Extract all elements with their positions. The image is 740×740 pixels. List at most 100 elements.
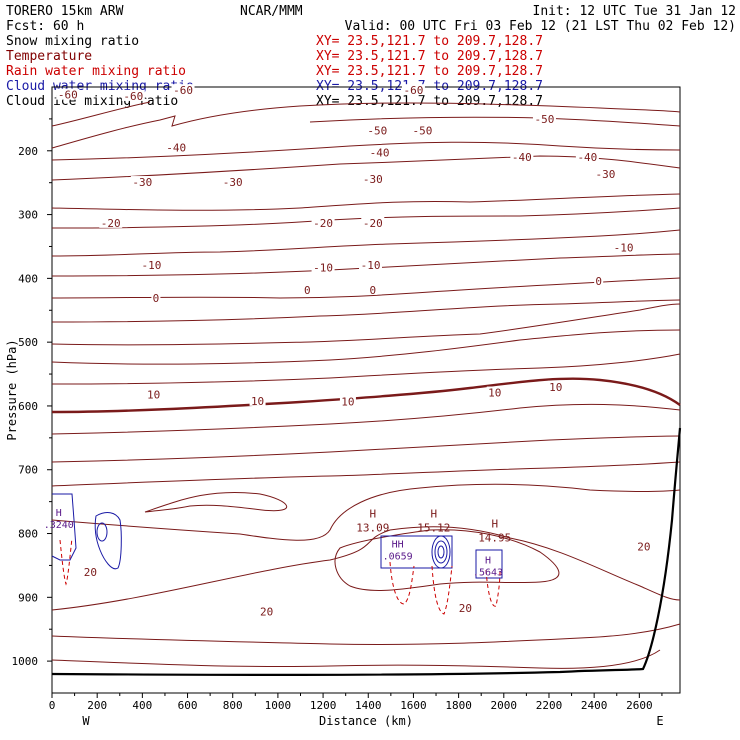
temperature-labels: -60 -60 -60 -60 -50 -50 -50 -40 -40 -40 -40 -30 -30 -…: [56, 84, 652, 618]
axes: 0 200 400 600 800 1000 1200 1400 1600 1800 2000 220…: [5, 118, 664, 728]
contour-label-bg: [410, 124, 434, 136]
contour-label-bg: [361, 172, 385, 184]
legend-field-xy: XY= 23.5,121.7 to 209.7,128.7: [316, 64, 543, 79]
y-tick-label: 200: [18, 145, 38, 158]
contour-label-bg: [612, 241, 636, 253]
high-value: 15.12: [417, 521, 450, 534]
contour-label: 0: [595, 275, 602, 288]
x-tick-label: 1200: [310, 699, 337, 712]
header: TORERO 15km ARW NCAR/MMM Init: 12 UTC Tu…: [6, 4, 736, 34]
x-tick-label: 1000: [265, 699, 292, 712]
contour-label-bg: [171, 84, 195, 96]
isotherm-minus40-b: [51, 207, 681, 229]
cloud-water-east-a: [380, 535, 453, 569]
x-tick-label: 1400: [355, 699, 382, 712]
contour-label: -30: [132, 176, 152, 189]
high-marker: H: [430, 507, 437, 520]
legend-field-label: Cloud ice mixing ratio: [6, 94, 178, 109]
isotherm-minus30: [51, 229, 681, 257]
isotherm-minus50-a: [51, 141, 681, 161]
contour-label-bg: [221, 176, 245, 188]
high-marker: H: [369, 507, 376, 520]
contour-label-bg: [365, 124, 389, 136]
isotherm-plus10-h: [51, 623, 681, 646]
cloud-max-marker: H: [485, 556, 491, 567]
contour-label-bg: [593, 167, 617, 179]
plot-frame: [51, 86, 681, 694]
cloud-water-contours: [51, 493, 503, 579]
contour-label: -20: [313, 217, 333, 230]
rain-water-contours: [59, 537, 501, 615]
isotherm-plus10-e: [51, 483, 681, 541]
cloud-water-core-1: [431, 535, 451, 569]
isotherm-plus10-g: [334, 529, 560, 591]
isotherm-plus10-b: [51, 435, 681, 463]
rain-water-east-a: [389, 561, 415, 605]
cloud-water-core-3: [437, 545, 445, 559]
contour-label-bg: [594, 274, 604, 286]
contour-label-bg: [145, 388, 162, 400]
contour-label: 10: [341, 395, 354, 408]
contour-label-bg: [486, 386, 503, 398]
contour-label: 20: [84, 566, 97, 579]
y-tick-label: 500: [18, 336, 38, 349]
contour-label: 10: [549, 381, 562, 394]
contour-label: 10: [147, 388, 160, 401]
contour-label-bg: [359, 258, 383, 270]
contour-label-bg: [311, 261, 335, 273]
contour-label: -10: [614, 242, 634, 255]
legend-field-label: Temperature: [6, 49, 92, 64]
x-tick-label: 1800: [445, 699, 472, 712]
legend-field-label: Rain water mixing ratio: [6, 64, 186, 79]
contour-label: -50: [413, 124, 433, 137]
contour-label-bg: [339, 395, 356, 407]
contour-label-bg: [368, 146, 392, 158]
init-time: Init: 12 UTC Tue 31 Jan 12: [533, 4, 737, 19]
contour-label-bg: [139, 258, 163, 270]
contour-label: 10: [251, 395, 264, 408]
contour-label-bg: [510, 151, 534, 163]
isotherm-minus10-c: [51, 353, 681, 385]
high-value: 14.95: [478, 532, 511, 545]
y-tick-label: 1000: [12, 655, 39, 668]
contour-label: -60: [58, 89, 78, 102]
x-tick-label: 600: [178, 699, 198, 712]
cloud-water-west-a: [51, 493, 77, 561]
isotherm-minus60-a: [51, 102, 681, 149]
west-label: W: [82, 714, 90, 728]
contour-label-bg: [151, 292, 161, 304]
valid-time: Valid: 00 UTC Fri 03 Feb 12 (21 LST Thu …: [345, 19, 736, 34]
cloud-water-west-core: [96, 522, 108, 542]
east-label: E: [656, 714, 663, 728]
isotherm-plus10-d: [144, 491, 287, 513]
contour-label: -10: [141, 259, 161, 272]
y-tick-label: 800: [18, 528, 38, 541]
cloud-water-east-b: [475, 549, 503, 579]
contour-label: 20: [637, 540, 650, 553]
temperature-contours: [51, 101, 681, 669]
cloud-max-marker: HH: [392, 540, 404, 551]
x-tick-label: 400: [132, 699, 152, 712]
contour-label: 0: [304, 284, 311, 297]
rain-water-east-b: [431, 565, 453, 615]
cloud-max-value: .5643: [473, 568, 503, 579]
contour-label: -30: [223, 176, 243, 189]
contour-label-bg: [457, 602, 474, 614]
isotherm-minus10: [51, 303, 681, 346]
contour-label-bg: [130, 176, 154, 188]
field-legend: Snow mixing ratio XY= 23.5,121.7 to 209.7…: [6, 34, 543, 109]
cloud-max-value: .3240: [44, 520, 74, 531]
contour-label: -40: [512, 151, 532, 164]
x-tick-label: 2000: [491, 699, 518, 712]
legend-field-xy: XY= 23.5,121.7 to 209.7,128.7: [316, 34, 543, 49]
y-axis-label: Pressure (hPa): [5, 339, 19, 440]
center-label: NCAR/MMM: [240, 4, 303, 19]
contour-label: -40: [370, 147, 390, 160]
contour-label: -10: [313, 262, 333, 275]
contour-label-bg: [82, 565, 99, 577]
contour-label: 10: [488, 387, 501, 400]
rain-water-west: [59, 537, 73, 586]
contour-label: -30: [596, 168, 616, 181]
